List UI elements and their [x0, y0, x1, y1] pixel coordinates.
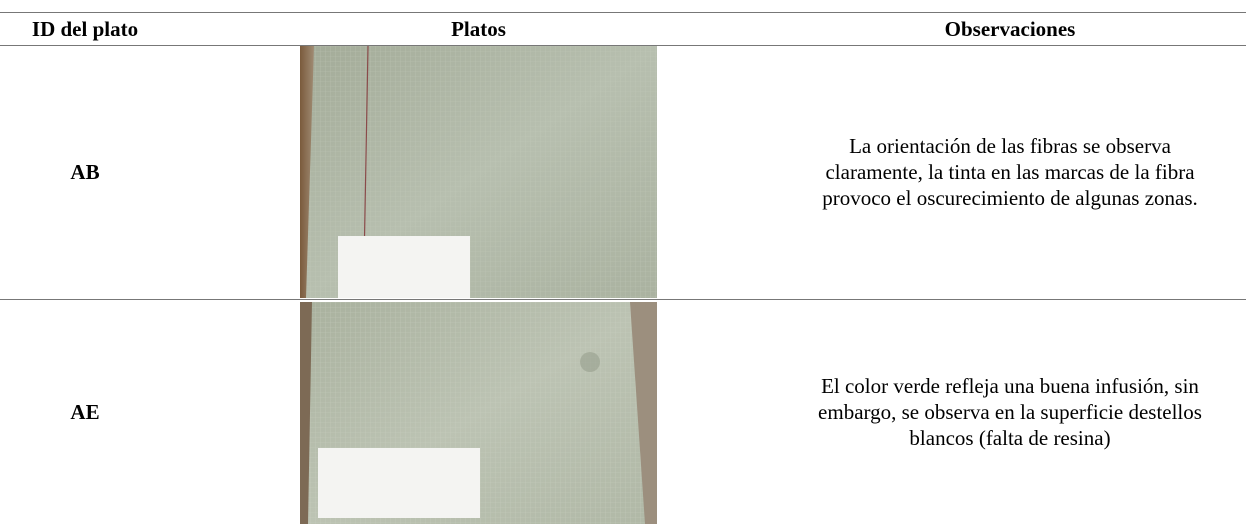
rule: [0, 299, 1246, 300]
observation: La orientación de las fibras se observa …: [780, 46, 1240, 298]
header-cell: Observaciones: [944, 16, 1076, 41]
observation: El color verde refleja una buena infusió…: [780, 300, 1240, 524]
rule: [0, 12, 1246, 13]
plate-id: AB: [70, 159, 100, 184]
observation-text: La orientación de las fibras se observa …: [822, 134, 1198, 210]
photo: [300, 302, 657, 524]
photo: [300, 46, 657, 298]
plate-id: AE: [70, 399, 100, 424]
header-cell: ID del plato: [31, 16, 139, 41]
header-cell: Platos: [451, 16, 506, 41]
rule: [0, 45, 1246, 46]
observation-text: El color verde refleja una buena infusió…: [818, 374, 1202, 450]
